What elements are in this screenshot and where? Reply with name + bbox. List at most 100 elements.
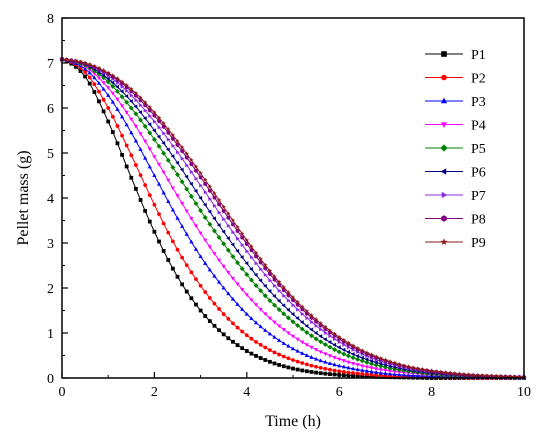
data-point-P4-12 [115, 97, 120, 102]
data-point-P2-29 [194, 277, 198, 282]
series-P6 [59, 57, 526, 380]
data-point-P4-49 [286, 331, 291, 336]
data-point-P4-14 [124, 110, 129, 115]
data-point-P6-71 [387, 364, 392, 369]
data-point-P1-36 [226, 336, 231, 341]
data-point-P5-35 [221, 241, 227, 247]
data-point-P4-59 [332, 355, 337, 360]
data-point-P2-68 [374, 373, 379, 378]
data-point-P1-7 [92, 90, 97, 94]
data-point-P6-34 [216, 223, 221, 228]
legend-label: P9 [471, 236, 486, 251]
data-point-P8-30 [198, 175, 203, 180]
data-point-P7-32 [208, 196, 213, 202]
data-point-P2-48 [281, 354, 286, 359]
legend-item-P6: P6 [425, 166, 486, 181]
data-point-P3-64 [355, 367, 360, 372]
data-point-P4-28 [189, 217, 194, 221]
data-point-P3-7 [92, 75, 97, 80]
data-point-P2-50 [291, 358, 295, 362]
data-point-P2-30 [198, 283, 203, 288]
data-point-P5-57 [322, 342, 328, 348]
data-point-P3-58 [327, 361, 333, 366]
data-point-P6-28 [189, 181, 193, 187]
data-point-P2-43 [258, 342, 263, 347]
data-point-P8-45 [268, 271, 272, 277]
data-point-P6-35 [221, 229, 226, 234]
data-point-P3-66 [364, 368, 370, 373]
data-point-P3-34 [216, 279, 222, 284]
data-point-P5-43 [258, 288, 264, 294]
data-point-P9-19 [147, 104, 153, 110]
data-point-P2-65 [360, 372, 365, 376]
data-point-P1-48 [281, 364, 286, 369]
data-point-P9-4 [78, 59, 83, 64]
data-point-P7-49 [286, 298, 291, 303]
data-point-P3-30 [198, 254, 203, 259]
data-point-P3-56 [318, 358, 323, 363]
data-point-P3-42 [253, 320, 259, 325]
data-point-P6-52 [299, 320, 304, 325]
data-point-P6-58 [327, 340, 332, 345]
data-point-P9-71 [387, 359, 393, 364]
data-point-P4-25 [175, 194, 180, 199]
data-point-P5-44 [262, 293, 268, 299]
data-point-P9-17 [138, 95, 143, 100]
data-point-P5-15 [128, 105, 134, 111]
data-point-P6-30 [198, 195, 203, 201]
data-point-P3-47 [277, 338, 282, 342]
data-point-P1-35 [221, 332, 226, 337]
data-point-P5-49 [285, 315, 291, 321]
data-point-P2-10 [106, 106, 111, 110]
legend-label: P1 [471, 48, 486, 63]
data-point-P9-85 [452, 370, 458, 376]
data-point-P9-78 [419, 366, 425, 372]
data-point-P5-65 [359, 358, 365, 364]
data-point-P7-28 [189, 169, 194, 175]
data-point-P1-46 [272, 361, 277, 366]
data-point-P1-10 [106, 119, 111, 124]
data-point-P9-98 [512, 374, 518, 379]
data-point-P4-67 [369, 366, 374, 371]
data-point-P5-61 [341, 351, 347, 357]
data-point-P6-24 [170, 154, 175, 159]
data-point-P3-36 [226, 291, 231, 296]
data-point-P3-49 [286, 343, 291, 348]
data-point-P7-56 [319, 327, 323, 332]
legend-marker-P6 [440, 168, 447, 175]
data-point-P1-66 [365, 374, 369, 379]
data-point-P1-25 [175, 274, 180, 279]
series-P9 [59, 56, 527, 380]
data-point-P9-16 [133, 90, 139, 96]
legend-label: P5 [471, 142, 486, 157]
data-point-P8-44 [263, 266, 268, 271]
data-point-P9-25 [175, 138, 180, 144]
data-point-P2-24 [170, 239, 175, 244]
data-point-P3-28 [189, 239, 194, 244]
data-point-P1-6 [87, 81, 92, 86]
data-point-P1-29 [194, 302, 198, 307]
data-point-P8-40 [244, 241, 249, 247]
data-point-P9-76 [410, 365, 416, 370]
data-point-P7-37 [231, 230, 236, 235]
data-point-P3-18 [143, 155, 148, 160]
data-point-P4-8 [96, 76, 102, 81]
data-point-P9-81 [433, 368, 439, 374]
legend-label: P6 [471, 166, 486, 181]
data-point-P1-16 [134, 186, 138, 191]
series-P3 [59, 57, 527, 380]
data-point-P3-63 [350, 366, 356, 371]
data-point-P6-48 [281, 303, 286, 308]
data-point-P9-43 [258, 256, 264, 262]
data-point-P2-13 [120, 133, 124, 138]
legend: P1 P2 P3 P4 P5 P6 P7 P8 P9 [425, 48, 486, 251]
data-point-P9-21 [156, 115, 162, 120]
data-point-P4-70 [383, 368, 388, 373]
data-point-P7-48 [282, 293, 287, 298]
data-point-P6-68 [373, 360, 378, 365]
data-point-P8-24 [170, 136, 175, 141]
data-point-P6-27 [184, 174, 189, 179]
data-point-P3-32 [207, 267, 212, 272]
data-point-P1-38 [235, 343, 240, 348]
data-point-P3-62 [346, 365, 351, 370]
